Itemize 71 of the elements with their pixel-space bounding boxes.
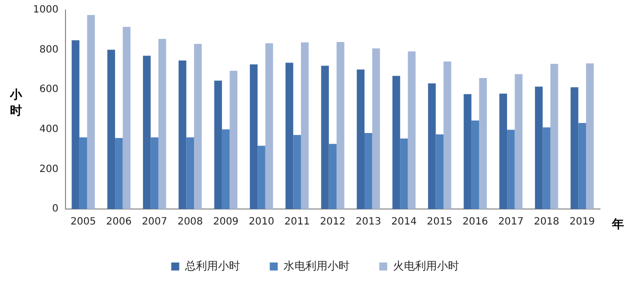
bar xyxy=(286,62,294,209)
bar xyxy=(372,48,380,209)
bar xyxy=(550,64,558,209)
legend-label: 总利用小时 xyxy=(184,259,240,272)
x-tick-label: 2010 xyxy=(248,216,274,228)
y-axis-title: 小时 xyxy=(9,88,23,118)
x-tick-label: 2018 xyxy=(534,216,560,228)
bar xyxy=(408,51,416,209)
x-tick-label: 2009 xyxy=(213,216,239,228)
bar xyxy=(122,26,130,209)
x-tick-label: 2013 xyxy=(356,216,382,228)
bar xyxy=(428,83,436,209)
x-tick-label: 2019 xyxy=(569,216,595,228)
bar xyxy=(570,87,578,209)
bar xyxy=(400,138,408,209)
bar xyxy=(514,74,522,209)
y-tick-label: 1000 xyxy=(32,4,58,16)
bar xyxy=(258,146,266,209)
bar xyxy=(471,120,480,209)
bar xyxy=(230,70,238,209)
bar xyxy=(392,76,400,209)
x-tick-label: 2005 xyxy=(70,216,96,228)
bar xyxy=(79,137,88,209)
y-tick-label: 600 xyxy=(39,84,58,96)
y-tick-label: 400 xyxy=(39,124,58,135)
bar xyxy=(443,62,452,209)
bar xyxy=(194,44,202,209)
bar xyxy=(150,137,158,209)
legend-label: 火电利用小时 xyxy=(392,259,459,272)
bar xyxy=(107,50,116,209)
x-axis-title: 年 xyxy=(611,217,624,232)
bar xyxy=(586,63,594,209)
bar xyxy=(578,123,586,209)
bar xyxy=(542,127,550,209)
bar xyxy=(356,70,364,209)
bar xyxy=(479,78,487,209)
bar xyxy=(507,130,515,209)
bar xyxy=(265,43,274,209)
bar xyxy=(115,138,123,209)
bar xyxy=(321,66,329,209)
bar xyxy=(336,42,344,209)
bar xyxy=(214,80,222,209)
bar xyxy=(72,40,80,209)
bar xyxy=(222,129,230,209)
x-tick-label: 2012 xyxy=(320,216,346,228)
x-tick-label: 2016 xyxy=(462,216,488,228)
bar xyxy=(142,56,151,209)
bar xyxy=(186,137,194,209)
bar xyxy=(328,144,337,209)
x-tick-label: 2006 xyxy=(106,216,132,228)
legend-label: 水电利用小时 xyxy=(283,259,350,272)
bar xyxy=(87,14,95,209)
x-tick-label: 2015 xyxy=(426,216,452,228)
bar xyxy=(300,42,309,209)
bar xyxy=(534,86,543,209)
x-tick-label: 2017 xyxy=(498,216,524,228)
bar xyxy=(293,134,301,209)
x-tick-label: 2007 xyxy=(142,216,168,228)
bar xyxy=(464,94,472,209)
bar xyxy=(158,38,166,209)
bar xyxy=(178,60,186,209)
x-tick-label: 2014 xyxy=(391,216,417,228)
bar xyxy=(436,134,444,209)
x-tick-label: 2008 xyxy=(177,216,203,228)
y-tick-label: 200 xyxy=(39,164,58,175)
bar xyxy=(250,64,258,209)
y-tick-label: 0 xyxy=(52,204,58,215)
y-tick-label: 800 xyxy=(39,44,58,56)
bar xyxy=(364,132,372,209)
x-tick-label: 2011 xyxy=(284,216,310,228)
bar xyxy=(499,94,508,209)
